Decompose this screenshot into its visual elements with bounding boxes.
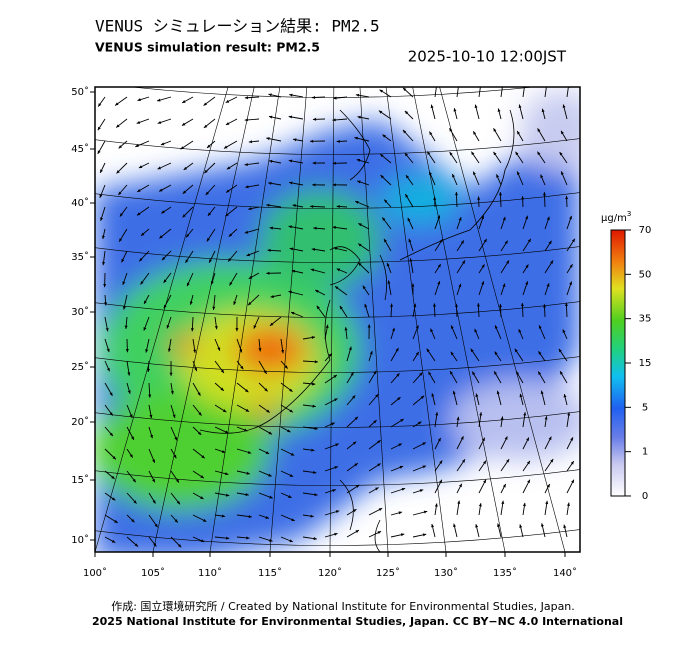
colorbar-label: 35 [639,314,652,325]
colorbar-label: 1 [642,447,648,458]
credit: 作成: 国立環境研究所 / Created by National Instit… [111,599,575,613]
lat-label: 35˚ [71,251,89,263]
unit-text: μg/m [601,213,627,224]
unit-sup: 3 [627,210,631,218]
colorbar-label: 50 [639,269,652,280]
arrow-head [501,83,504,86]
lat-label: 25˚ [71,361,89,373]
lon-label: 115˚ [258,567,282,579]
lat-label: 10˚ [71,534,89,546]
colorbar-label: 70 [639,225,652,236]
arrow-head [457,83,460,86]
colorbar [611,230,625,496]
lat-label: 20˚ [71,416,89,428]
lon-label: 140˚ [553,567,577,579]
lon-label: 135˚ [493,567,517,579]
lat-label: 50˚ [71,86,89,98]
lon-label: 100˚ [83,567,107,579]
lat-label: 45˚ [71,143,89,155]
lat-label: 40˚ [71,197,89,209]
lon-label: 120˚ [318,567,342,579]
license: 2025 National Institute for Environmenta… [92,615,623,628]
subtitle: VENUS simulation result: PM2.5 [95,40,320,55]
map-area [60,76,620,560]
title: VENUS シミュレーション結果: PM2.5 [95,17,380,36]
colorbar-unit: μg/m3 [601,210,631,224]
colorbar-label: 15 [639,358,652,369]
lat-label: 30˚ [71,306,89,318]
lon-label: 125˚ [376,567,400,579]
lon-label: 105˚ [141,567,165,579]
colorbar-label: 5 [642,402,648,413]
timestamp: 2025-10-10 12:00JST [408,48,567,66]
arrow-head [545,83,548,86]
lat-label: 15˚ [71,474,89,486]
colorbar-label: 0 [642,491,648,502]
lon-label: 130˚ [434,567,458,579]
lon-label: 110˚ [198,567,222,579]
colorbar-labels: 70 50 35 15 5 1 0 [625,225,651,502]
